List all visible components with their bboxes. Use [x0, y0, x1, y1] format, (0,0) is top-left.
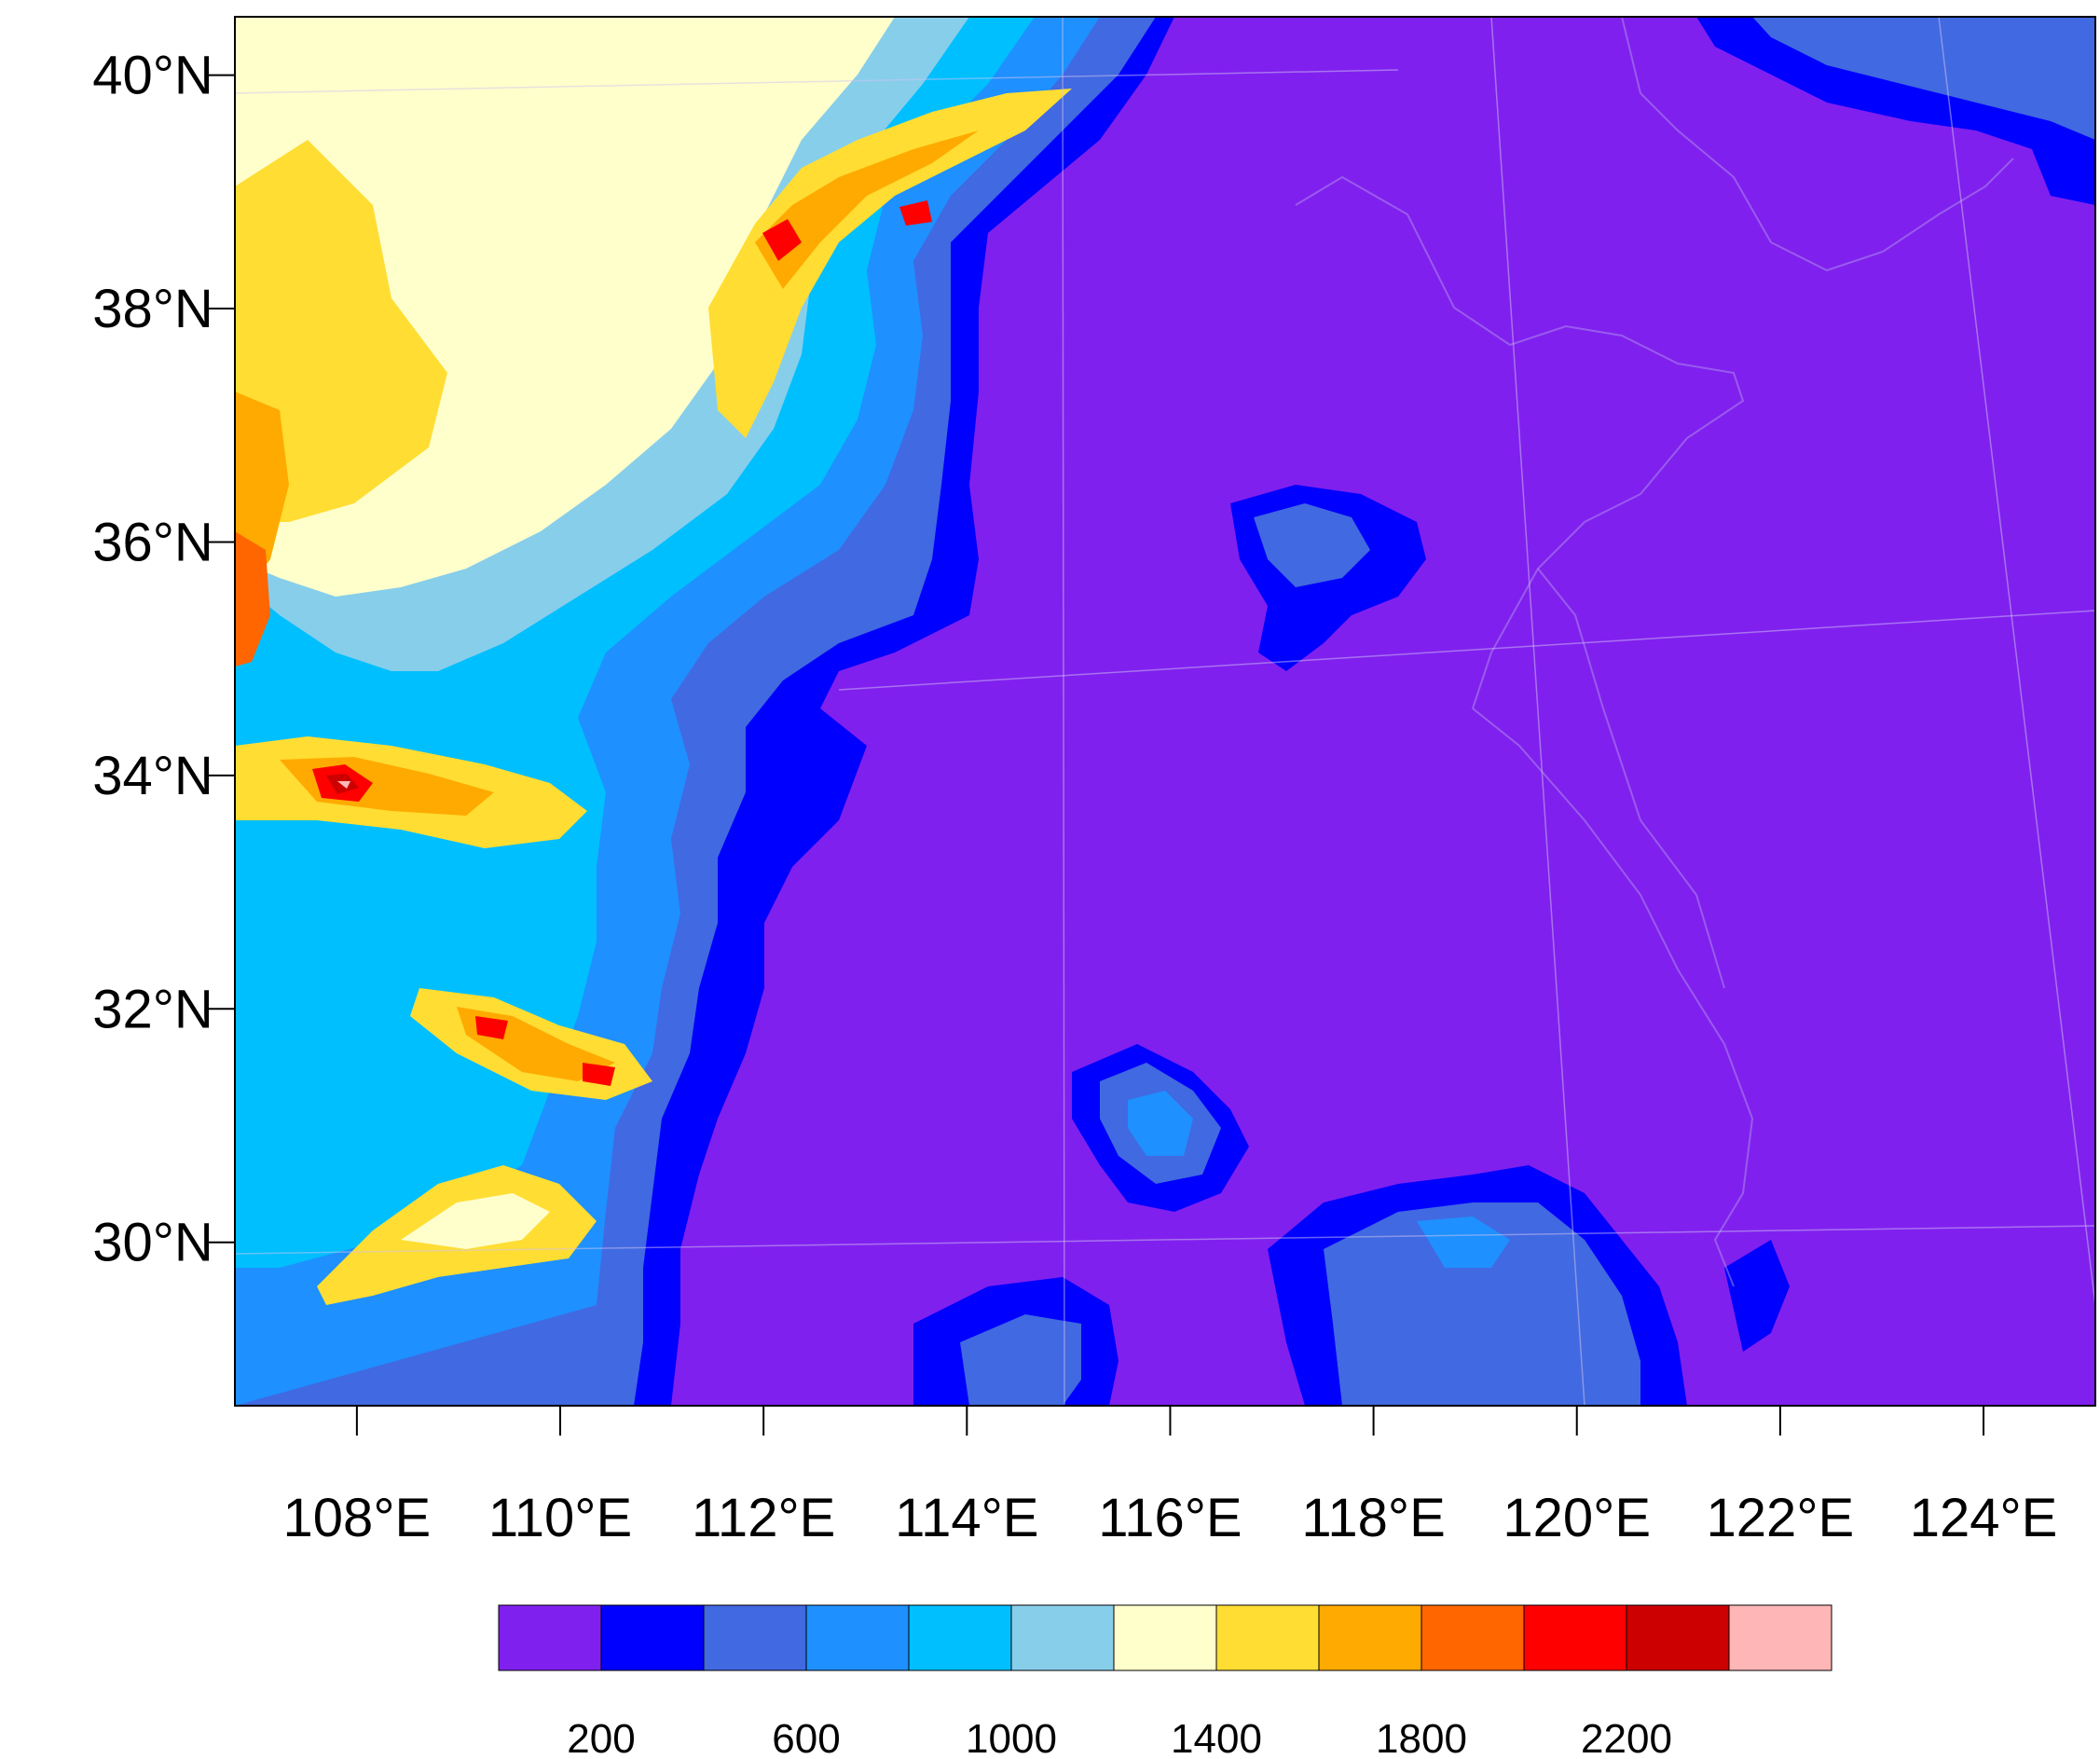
lon-tick-label: 120°E — [1503, 1488, 1651, 1548]
ridge-taihang-red-2 — [899, 200, 932, 226]
colorbar-box — [498, 1604, 602, 1671]
lon-tick-label: 114°E — [895, 1488, 1038, 1548]
lon-tick-label: 122°E — [1707, 1488, 1855, 1548]
plain-highlands — [913, 17, 2095, 1406]
highland-shandong-inner — [1254, 503, 1370, 587]
coastline-mid — [1537, 568, 1725, 989]
ridge-south-red-1 — [475, 1016, 508, 1039]
colorbar-box — [805, 1604, 910, 1671]
lat-tick-label: 34°N — [92, 746, 213, 806]
ridge-taihang-yellow — [708, 89, 1072, 438]
colorbar-label: 600 — [772, 1716, 840, 1759]
highland-northeast-inner — [1752, 17, 2095, 140]
coastline-east — [1472, 708, 1754, 1287]
parallel-line — [235, 69, 1399, 94]
elevation-colorbar: 200 600 1000 1400 1800 2200 — [498, 1604, 1832, 1759]
parallel-line — [838, 610, 2095, 691]
lon-tick-label: 116°E — [1098, 1488, 1242, 1548]
highland-southeast-tip — [1724, 1240, 1790, 1352]
colorbar-box — [908, 1604, 1012, 1671]
latitude-axis: 40°N 38°N 36°N 34°N 32°N 30°N — [92, 46, 235, 1273]
colorbar-box — [1010, 1604, 1115, 1671]
lat-tick-label: 36°N — [92, 512, 213, 572]
lon-tick-label: 110°E — [488, 1488, 632, 1548]
colorbar-box — [1523, 1604, 1627, 1671]
highland-dabie-inner — [1128, 1091, 1193, 1156]
coastline-northeast — [1621, 17, 2014, 272]
colorbar-label: 200 — [567, 1716, 635, 1759]
colorbar-label: 1400 — [1171, 1716, 1262, 1759]
colorbar-box — [1215, 1604, 1320, 1671]
coastline-north — [1295, 175, 1745, 709]
elevation-plot-area — [235, 17, 2095, 1406]
ridge-qinling-peak — [337, 781, 350, 789]
meridian-line — [1938, 17, 2095, 1306]
parallel-line — [235, 1225, 2095, 1255]
colorbar-label: 1000 — [966, 1716, 1057, 1759]
colorbar-box — [1728, 1604, 1832, 1671]
lat-tick-label: 32°N — [92, 979, 213, 1039]
lat-tick-label: 40°N — [92, 46, 213, 106]
colorbar-box — [703, 1604, 807, 1671]
ridge-taihang-orange — [755, 131, 979, 289]
meridian-line — [1062, 17, 1065, 1406]
colorbar-box — [1421, 1604, 1525, 1671]
colorbar-box — [1318, 1604, 1422, 1671]
ridge-south-red-2 — [583, 1063, 615, 1086]
lon-tick-label: 124°E — [1910, 1488, 2058, 1548]
lon-tick-label: 108°E — [283, 1488, 432, 1548]
colorbar-box — [1626, 1604, 1730, 1671]
lon-tick-label: 112°E — [692, 1488, 835, 1548]
highland-southeast-inner — [1324, 1202, 1640, 1406]
longitude-axis: 108°E 110°E 112°E 114°E 116°E 118°E 120°E 122°E… — [283, 1406, 2058, 1548]
terrain-band-6 — [235, 140, 447, 522]
colorbar-box — [1113, 1604, 1217, 1671]
highland-south-center-inner — [960, 1314, 1081, 1406]
western-terrain — [235, 17, 1174, 1406]
colorbar-box — [600, 1604, 705, 1671]
graticule — [235, 17, 2095, 1406]
boundary-lines — [1295, 17, 2014, 1287]
lat-tick-label: 30°N — [92, 1213, 213, 1273]
lat-tick-label: 38°N — [92, 279, 213, 339]
colorbar-label: 1800 — [1376, 1716, 1467, 1759]
meridian-line — [1490, 17, 1585, 1406]
lon-tick-label: 118°E — [1301, 1488, 1445, 1548]
ridge-taihang-red-1 — [762, 219, 802, 261]
terrain-band-8 — [235, 531, 270, 666]
colorbar-label: 2200 — [1581, 1716, 1672, 1759]
plot-frame — [234, 16, 2096, 1407]
ridge-southwest-cream — [401, 1193, 550, 1249]
highland-southeast-core — [1417, 1216, 1510, 1268]
